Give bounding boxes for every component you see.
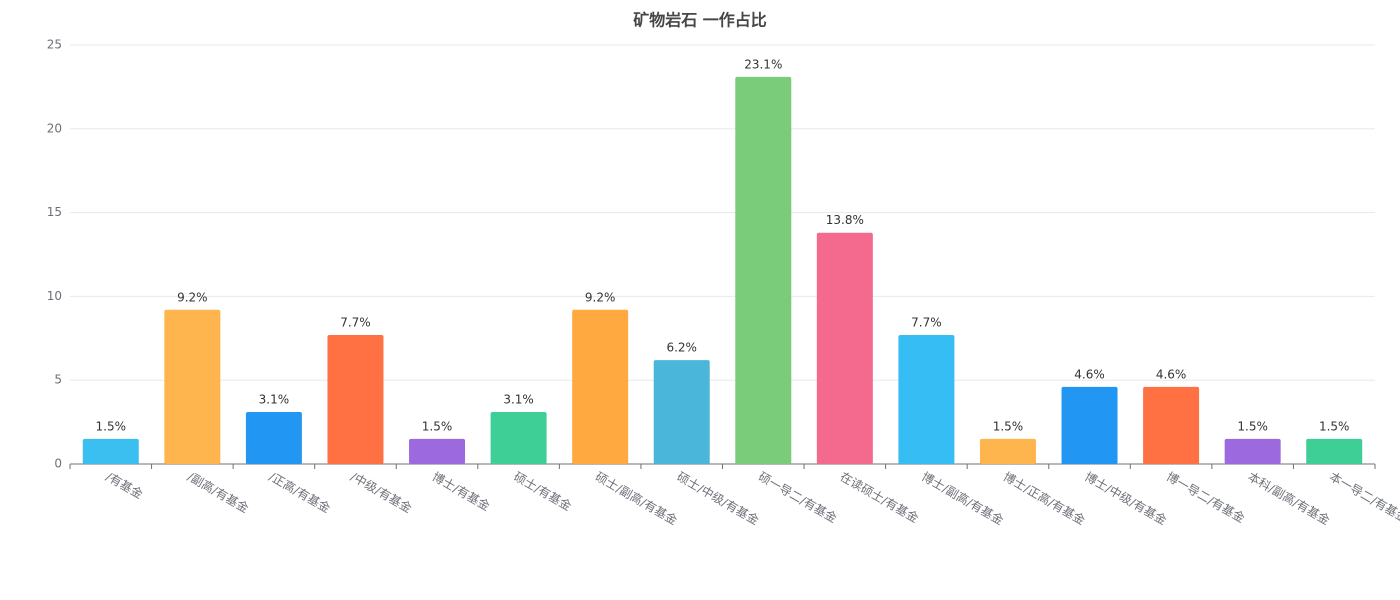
x-tick-label: 硕一导二/有基金 <box>756 469 840 526</box>
x-tick-label: 博士/正高/有基金 <box>1001 469 1088 528</box>
bar <box>735 76 792 465</box>
bar <box>1224 438 1281 464</box>
bar <box>490 412 547 464</box>
value-label: 6.2% <box>666 341 697 355</box>
bar <box>327 334 384 464</box>
x-tick-label: 博士/有基金 <box>430 469 493 514</box>
y-tick-label: 15 <box>47 205 62 219</box>
bar <box>164 309 221 464</box>
bar <box>245 412 302 464</box>
value-label: 4.6% <box>1156 367 1187 381</box>
x-tick-label: 博一导二/有基金 <box>1164 469 1248 526</box>
bar <box>1306 438 1363 464</box>
x-tick-label: 硕士/有基金 <box>511 469 574 514</box>
x-tick-label: /副高/有基金 <box>185 469 251 516</box>
value-label: 4.6% <box>1074 367 1105 381</box>
x-tick-label: 本一导二/有基金 <box>1327 469 1400 526</box>
x-tick-label: /中级/有基金 <box>348 469 414 516</box>
bar <box>1143 386 1200 464</box>
value-label: 9.2% <box>177 290 208 304</box>
bar <box>816 232 873 464</box>
chart-title: 矿物岩石 一作占比 <box>633 11 767 30</box>
value-label: 1.5% <box>422 419 453 433</box>
value-label: 9.2% <box>585 290 616 304</box>
value-label: 1.5% <box>993 419 1024 433</box>
bar <box>409 438 466 464</box>
value-label: 1.5% <box>1237 419 1268 433</box>
x-tick-label: 在读硕士/有基金 <box>838 469 922 526</box>
value-label: 7.7% <box>340 315 371 329</box>
value-label: 1.5% <box>96 419 127 433</box>
bar <box>1061 386 1118 464</box>
value-label: 3.1% <box>259 393 290 407</box>
value-label: 7.7% <box>911 315 942 329</box>
y-tick-label: 5 <box>54 373 62 387</box>
x-tick-label: 本科/副高/有基金 <box>1245 469 1332 528</box>
bar <box>898 334 955 464</box>
x-tick-label: 硕士/副高/有基金 <box>593 469 680 528</box>
y-tick-label: 10 <box>47 289 62 303</box>
x-tick-label: 博士/副高/有基金 <box>919 469 1006 528</box>
bar <box>572 309 629 464</box>
value-label: 13.8% <box>826 213 864 227</box>
x-tick-label: /正高/有基金 <box>267 469 333 516</box>
bar <box>653 360 710 464</box>
bar <box>82 438 139 464</box>
y-tick-label: 0 <box>54 457 62 471</box>
value-label: 23.1% <box>744 57 782 71</box>
value-label: 3.1% <box>503 393 534 407</box>
bar <box>979 438 1036 464</box>
y-tick-label: 20 <box>47 121 62 135</box>
x-tick-label: 硕士/中级/有基金 <box>674 469 761 528</box>
x-tick-label: /有基金 <box>104 469 146 502</box>
value-label: 1.5% <box>1319 419 1350 433</box>
y-tick-label: 25 <box>47 38 62 52</box>
x-tick-label: 博士/中级/有基金 <box>1082 469 1169 528</box>
